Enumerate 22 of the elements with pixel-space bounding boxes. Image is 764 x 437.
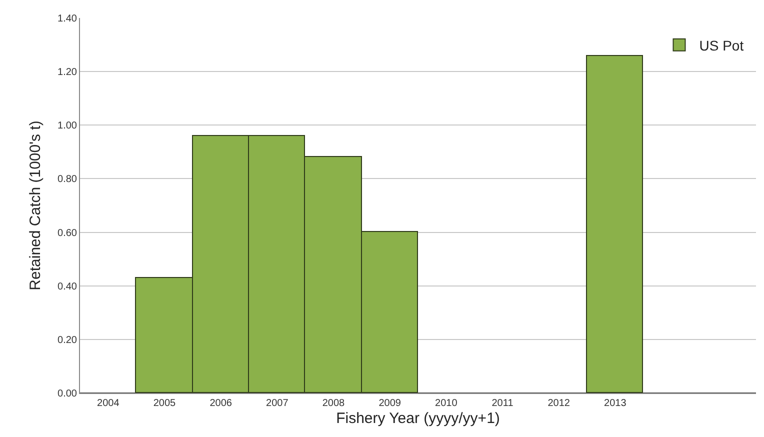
x-tick-label: 2008 bbox=[322, 398, 346, 409]
y-tick-label: 0.80 bbox=[58, 174, 78, 186]
y-tick-label: 0.20 bbox=[58, 334, 78, 346]
x-tick-label: 2006 bbox=[210, 398, 232, 409]
y-tick-label: 1.00 bbox=[58, 120, 78, 132]
x-tick-label: 2012 bbox=[548, 398, 570, 409]
y-axis-title: Retained Catch (1000's t) bbox=[27, 120, 44, 290]
bar bbox=[586, 55, 643, 393]
legend-label: US Pot bbox=[699, 37, 744, 54]
y-tick-label: 1.40 bbox=[58, 14, 78, 24]
x-tick-label: 2007 bbox=[266, 398, 289, 409]
y-tick-label: 0.00 bbox=[58, 388, 78, 400]
x-tick-label: 2011 bbox=[492, 398, 514, 409]
y-tick-label: 0.40 bbox=[58, 281, 78, 292]
x-tick-label: 2013 bbox=[604, 398, 627, 409]
x-tick-label: 2009 bbox=[378, 398, 402, 409]
y-tick-label: 0.60 bbox=[58, 228, 78, 239]
x-tick-label: 2004 bbox=[97, 398, 120, 409]
x-tick-label: 2010 bbox=[435, 398, 458, 409]
y-tick-label: 1.20 bbox=[58, 67, 78, 78]
x-axis-title: Fishery Year (yyyy/yy+1) bbox=[336, 410, 500, 427]
x-tick-label: 2005 bbox=[153, 398, 176, 409]
